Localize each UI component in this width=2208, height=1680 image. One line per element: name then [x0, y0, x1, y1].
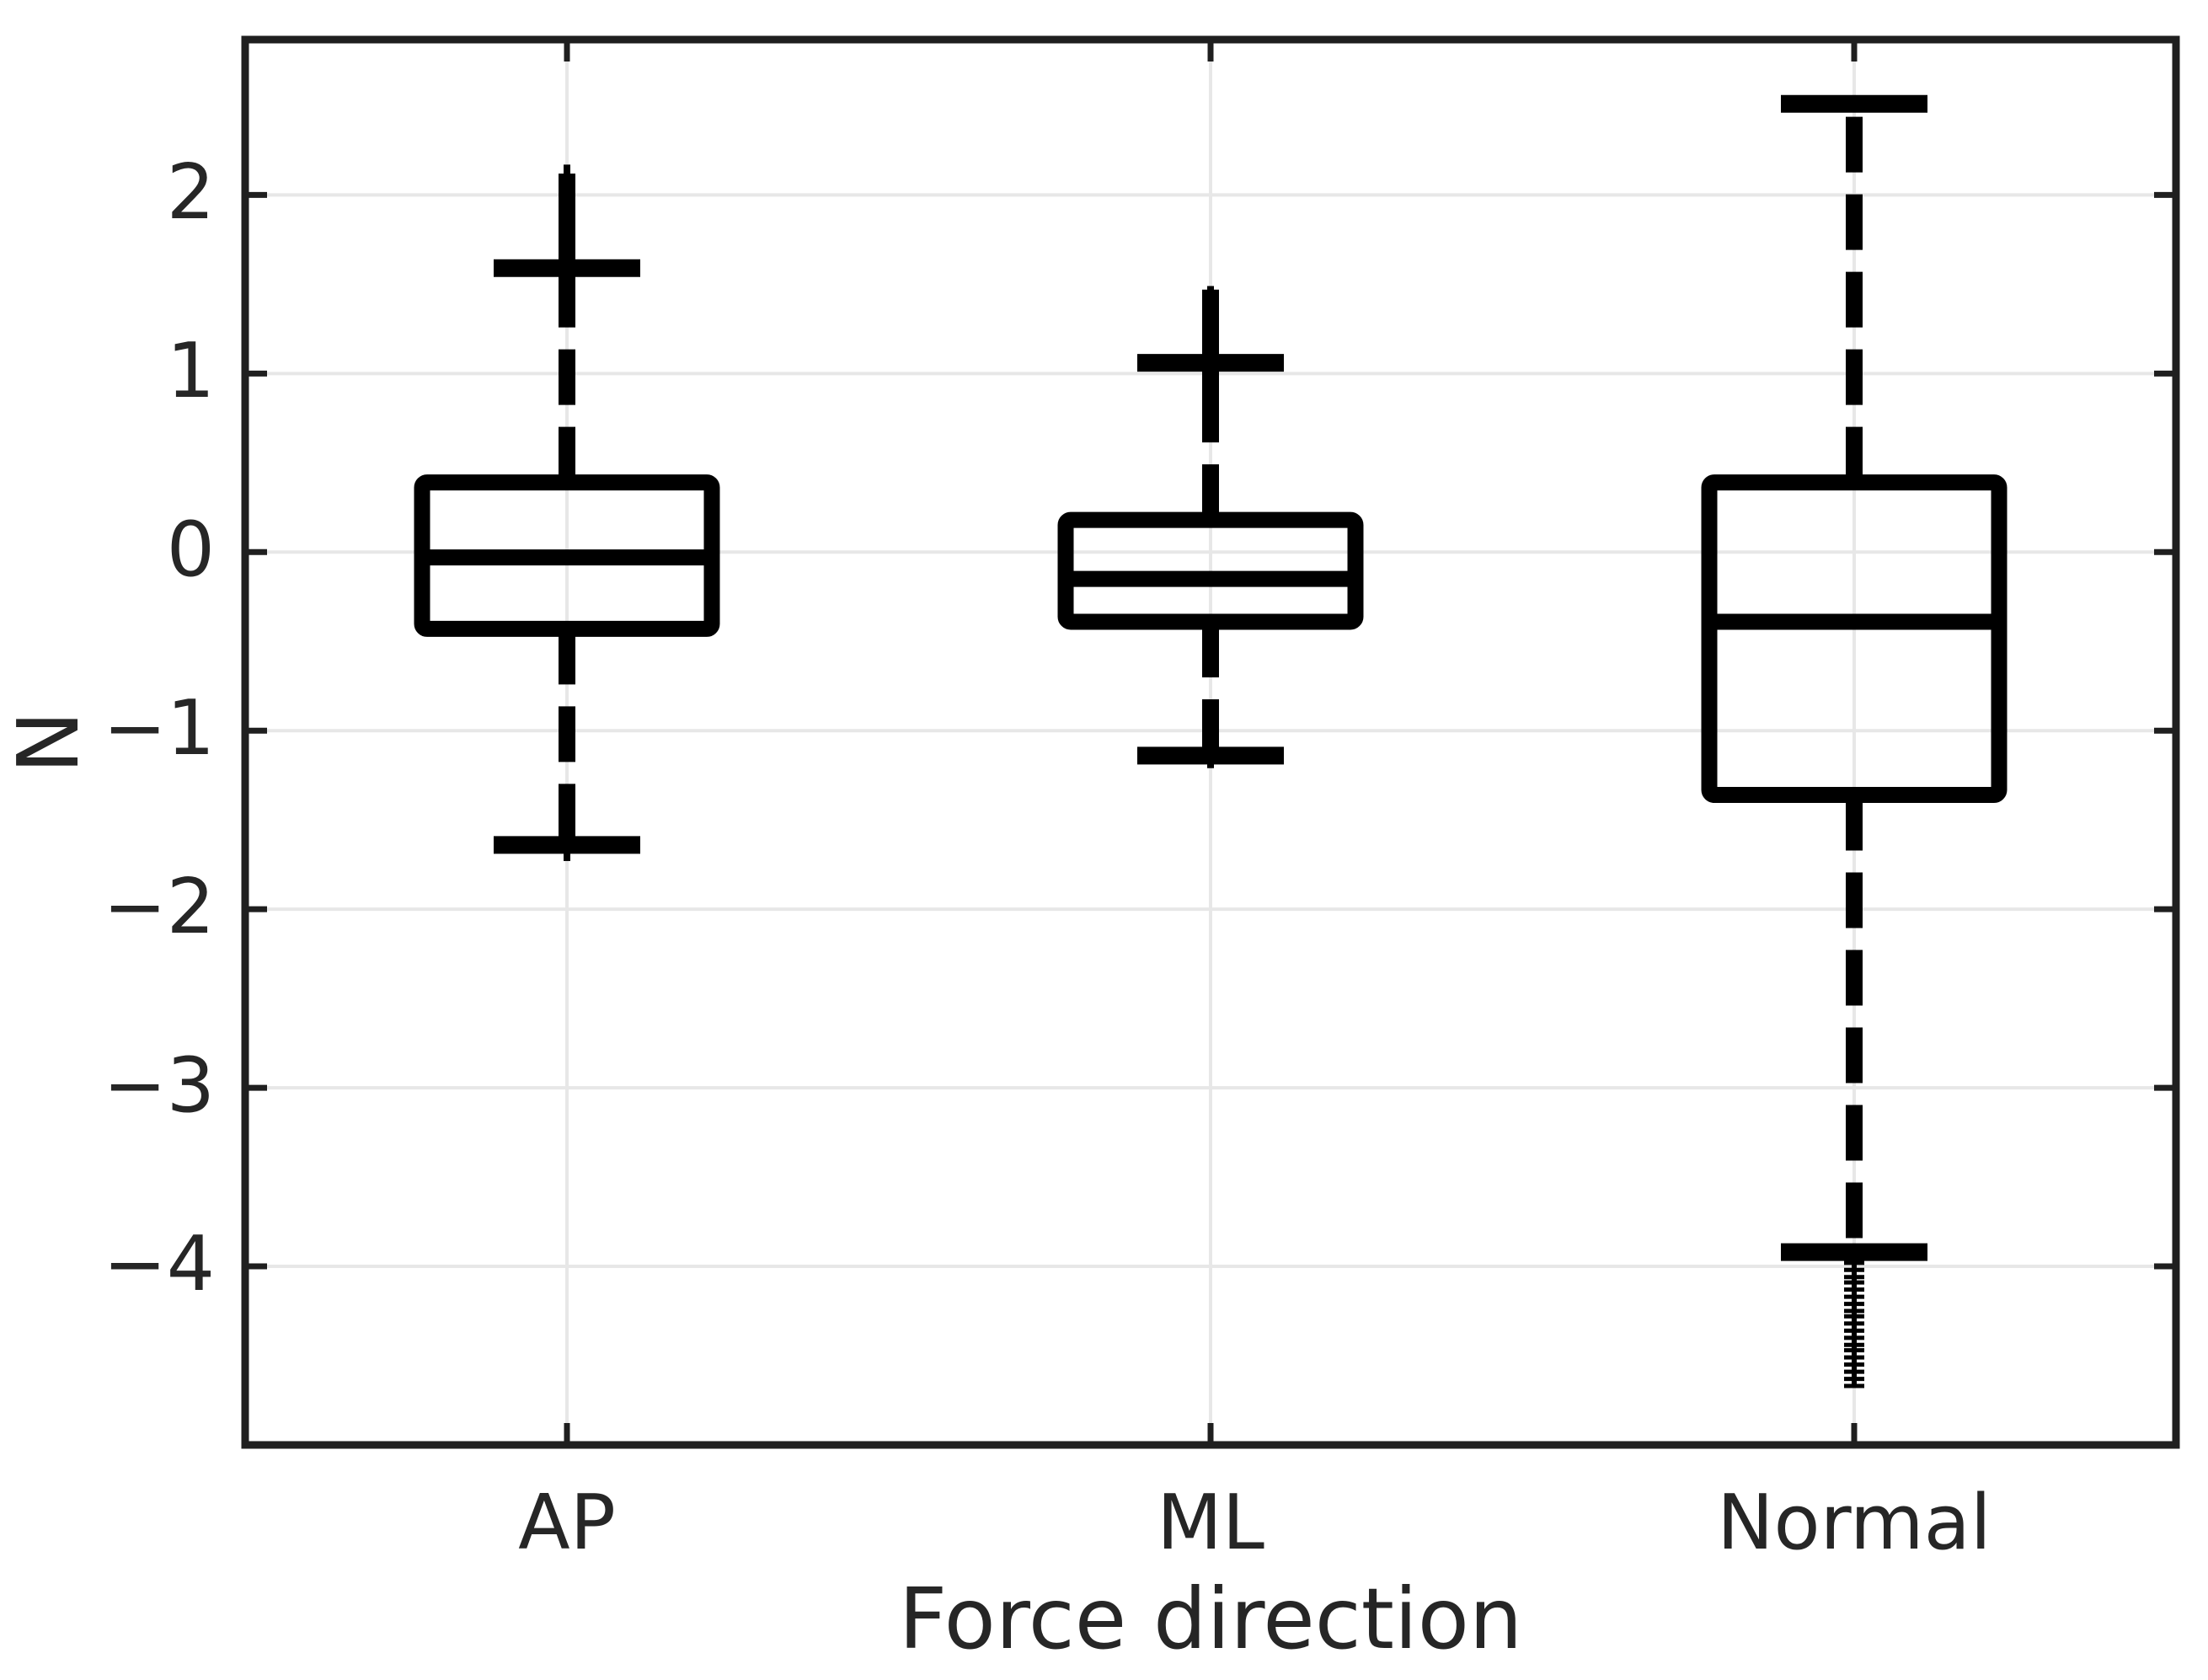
y-axis-label: N: [0, 710, 98, 774]
xtick-label-Normal: Normal: [1717, 1479, 1991, 1567]
xtick-label-AP: AP: [518, 1479, 616, 1567]
box-Normal: [1701, 474, 2008, 804]
x-axis-label: Force direction: [898, 1570, 1523, 1668]
ytick-label-0: 0: [166, 506, 215, 595]
xtick-label-ML: ML: [1157, 1479, 1264, 1567]
ytick-label--3: −3: [103, 1041, 215, 1131]
ytick-label--2: −2: [103, 863, 215, 952]
ytick-label-1: 1: [166, 327, 215, 416]
box-ML: [1057, 511, 1364, 630]
ytick-label-2: 2: [166, 148, 215, 238]
ytick-label--4: −4: [103, 1220, 215, 1309]
axes-frame: [241, 35, 2180, 1449]
ytick-label--1: −1: [103, 684, 215, 773]
